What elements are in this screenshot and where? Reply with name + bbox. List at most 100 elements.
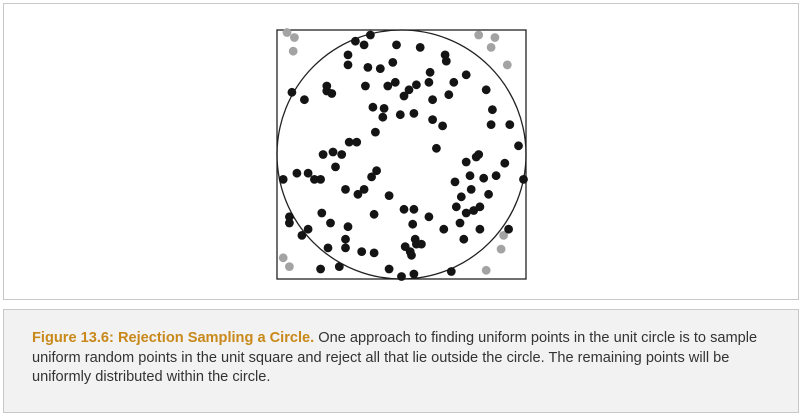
accepted-point [369, 248, 379, 258]
accepted-point [379, 104, 389, 113]
accepted-point [399, 91, 409, 101]
accepted-point [303, 224, 313, 234]
accepted-point [361, 81, 370, 91]
accepted-point [514, 141, 523, 151]
accepted-point [519, 175, 528, 184]
accepted-point [310, 175, 319, 184]
accepted-point [383, 81, 393, 91]
accepted-point [318, 150, 328, 159]
accepted-point [357, 247, 367, 256]
accepted-point [341, 185, 350, 194]
accepted-point [466, 185, 476, 194]
accepted-point [397, 272, 406, 281]
sample-points [278, 28, 528, 281]
accepted-point [450, 177, 460, 187]
accepted-point [504, 224, 513, 234]
accepted-point [500, 158, 510, 168]
accepted-point [341, 234, 350, 244]
accepted-point [359, 185, 369, 194]
accepted-point [424, 77, 434, 87]
accepted-point [408, 219, 418, 229]
accepted-point [352, 137, 362, 147]
accepted-point [412, 80, 421, 90]
accepted-point [481, 85, 491, 95]
rejected-point [502, 60, 512, 70]
accepted-point [484, 189, 493, 199]
accepted-point [417, 239, 426, 249]
rejection-sampling-diagram [276, 28, 528, 281]
accepted-point [505, 120, 515, 129]
accepted-point [278, 175, 288, 184]
accepted-point [390, 77, 400, 87]
accepted-point [444, 90, 454, 100]
accepted-point [316, 175, 325, 184]
accepted-point [285, 218, 294, 228]
accepted-point [455, 218, 465, 228]
accepted-point [461, 208, 471, 218]
accepted-point [317, 208, 327, 218]
accepted-point [488, 105, 497, 115]
accepted-point [465, 171, 475, 181]
unit-square [276, 29, 527, 280]
accepted-point [459, 234, 469, 244]
accepted-point [378, 112, 388, 122]
unit-circle [276, 29, 527, 280]
accepted-point [415, 43, 425, 52]
accepted-point [372, 166, 381, 176]
accepted-point [441, 56, 451, 66]
accepted-point [384, 191, 394, 201]
accepted-point [486, 120, 496, 129]
accepted-point [334, 262, 344, 271]
figure-label: Figure 13.6: Rejection Sampling a Circle… [32, 330, 315, 346]
accepted-point [341, 243, 350, 253]
accepted-point [343, 60, 353, 70]
accepted-point [369, 209, 379, 219]
accepted-point [359, 40, 369, 50]
accepted-point [439, 224, 449, 234]
accepted-point [344, 137, 354, 147]
accepted-point [428, 115, 437, 124]
rejected-point [499, 231, 508, 240]
rejected-point [285, 262, 294, 271]
figure-panel [3, 3, 799, 300]
accepted-point [409, 204, 419, 214]
rejected-point [474, 30, 484, 40]
accepted-point [327, 89, 337, 98]
accepted-point [395, 110, 405, 120]
accepted-point [388, 58, 398, 67]
accepted-point [428, 95, 437, 105]
accepted-point [368, 102, 378, 112]
accepted-point [461, 70, 471, 80]
accepted-point [351, 36, 360, 46]
accepted-point [316, 264, 325, 274]
rejected-point [288, 46, 298, 56]
rejected-point [290, 33, 299, 42]
accepted-point [451, 202, 461, 212]
rejected-point [490, 33, 500, 42]
accepted-point [479, 173, 489, 183]
accepted-point [323, 243, 333, 253]
accepted-point [409, 269, 419, 279]
accepted-point [384, 264, 394, 274]
accepted-point [300, 95, 309, 105]
accepted-point [461, 157, 471, 167]
accepted-point [371, 127, 380, 137]
accepted-point [285, 212, 294, 222]
accepted-point [399, 204, 409, 214]
accepted-point [424, 212, 434, 222]
rejected-point [278, 253, 288, 263]
figure-caption: Figure 13.6: Rejection Sampling a Circle… [3, 309, 799, 413]
accepted-point [438, 121, 447, 131]
rejected-point [282, 28, 292, 37]
accepted-point [432, 143, 441, 153]
caption-text: One approach to finding uniform points i… [32, 330, 758, 385]
accepted-point [469, 206, 479, 215]
accepted-point [337, 150, 347, 159]
accepted-point [343, 50, 353, 60]
accepted-point [471, 152, 481, 162]
rejected-point [486, 43, 496, 52]
accepted-point [456, 192, 466, 202]
accepted-point [363, 63, 373, 72]
accepted-point [287, 87, 297, 97]
accepted-point [409, 109, 419, 118]
